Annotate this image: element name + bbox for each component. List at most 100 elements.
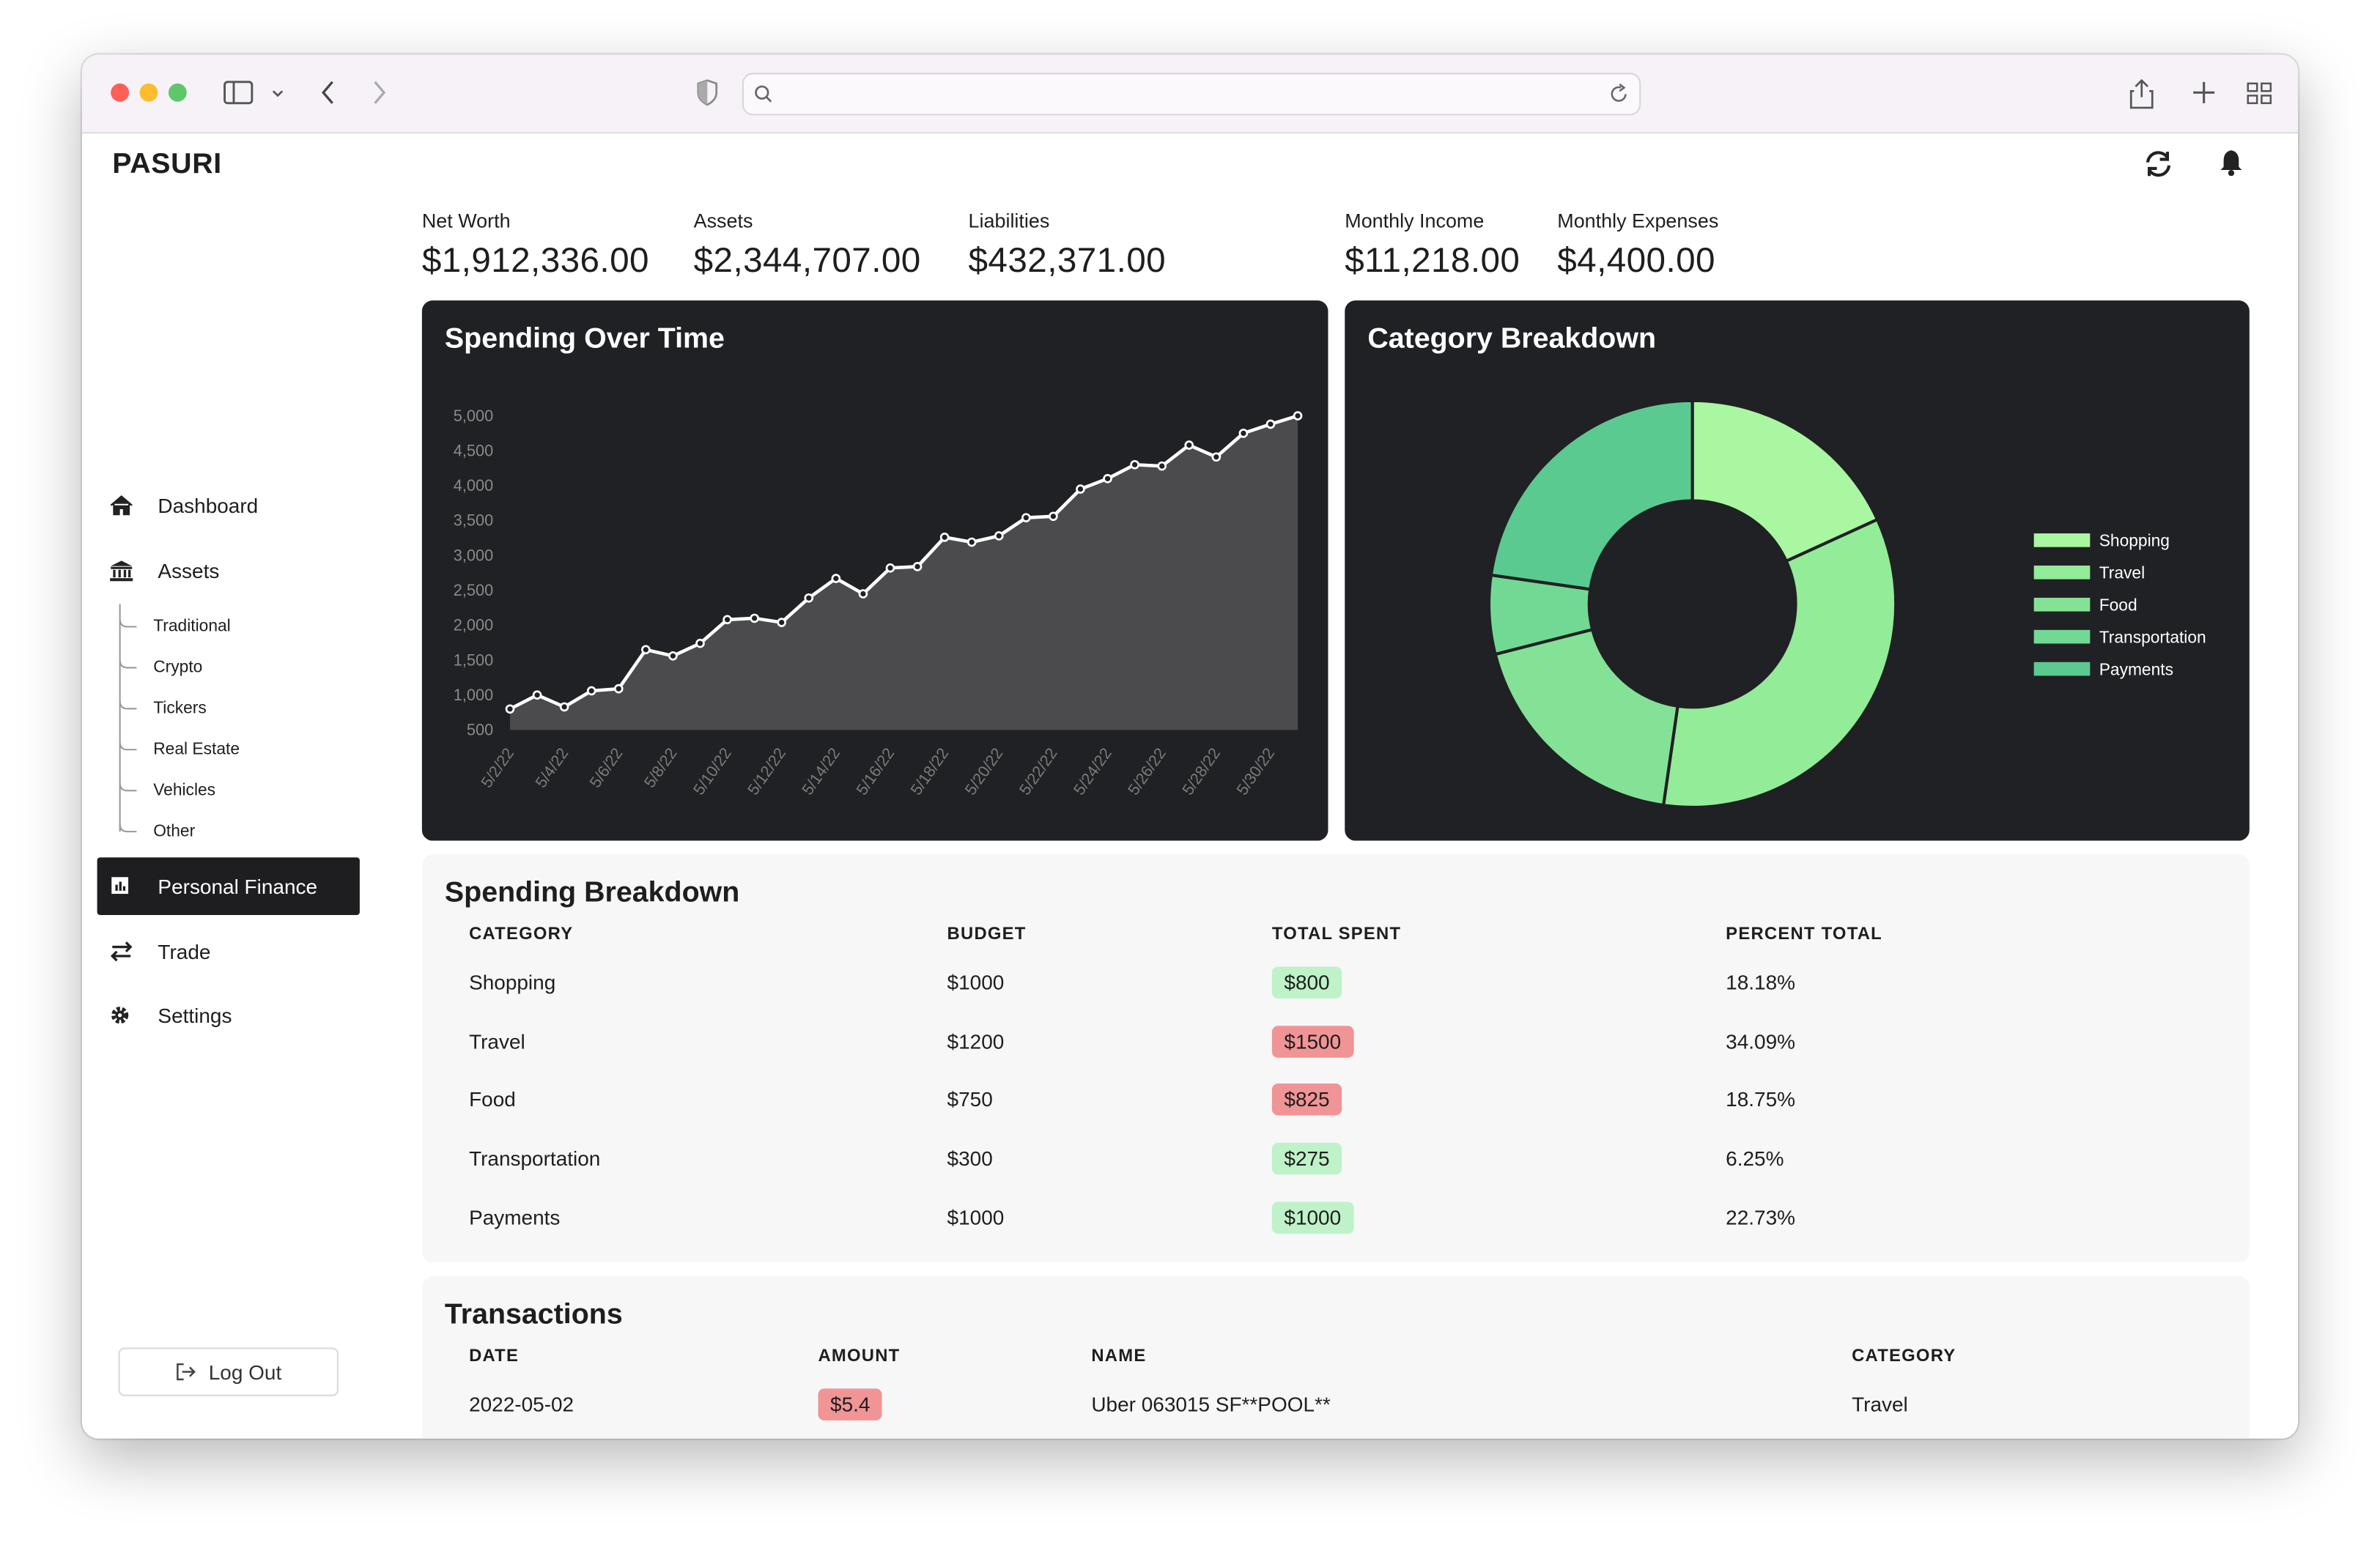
point xyxy=(559,702,569,712)
point xyxy=(1130,459,1139,470)
card-title: Spending Breakdown xyxy=(444,877,740,909)
nav-trade[interactable]: Trade xyxy=(97,922,360,980)
card-title: Transactions xyxy=(444,1299,623,1331)
x-tick-label: 5/8/22 xyxy=(640,744,681,791)
sync-button[interactable] xyxy=(2143,149,2173,179)
x-tick-label: 5/16/22 xyxy=(852,744,898,799)
zoom-button[interactable] xyxy=(168,83,187,102)
minimize-button[interactable] xyxy=(139,83,158,102)
point xyxy=(695,638,705,648)
nav-subitem[interactable]: Vehicles xyxy=(153,781,216,800)
amount-badge: $5.4 xyxy=(818,1388,883,1421)
stat-value: $2,344,707.00 xyxy=(693,240,921,280)
point xyxy=(1238,429,1249,438)
y-tick-label: 1,000 xyxy=(454,686,493,704)
nav-subitem[interactable]: Tickers xyxy=(153,699,207,718)
amount-badge: $800 xyxy=(1271,966,1342,999)
point xyxy=(1021,513,1031,522)
history-buttons[interactable] xyxy=(314,78,396,108)
nav-subitem[interactable]: Other xyxy=(153,822,196,841)
table-cell: Shopping xyxy=(469,971,556,994)
table-cell: $1000 xyxy=(947,971,1005,994)
x-tick-label: 5/14/22 xyxy=(798,744,843,799)
line-chart: 500 1,000 1,500 2,000 2,500 3,000 3,500 4,000 4,… xyxy=(454,407,1303,799)
point xyxy=(1049,511,1058,522)
stat-value: $432,371.00 xyxy=(968,240,1167,280)
point xyxy=(1265,419,1276,429)
point xyxy=(722,615,732,625)
point xyxy=(831,574,841,583)
reload-icon[interactable] xyxy=(1609,83,1630,105)
address-bar[interactable] xyxy=(742,73,1641,116)
point xyxy=(668,651,678,661)
amount-badge: $275 xyxy=(1271,1142,1342,1175)
column-header: CATEGORY xyxy=(1852,1347,1956,1366)
y-tick-label: 3,000 xyxy=(454,546,493,564)
nav-subitem[interactable]: Traditional xyxy=(153,618,231,636)
notifications-button[interactable] xyxy=(2219,149,2243,177)
close-button[interactable] xyxy=(111,83,130,102)
x-tick-label: 5/18/22 xyxy=(906,744,952,799)
column-header: TOTAL SPENT xyxy=(1271,925,1402,944)
nav-assets[interactable]: Assets xyxy=(97,541,360,599)
table-cell: Payments xyxy=(469,1206,561,1229)
nav-label: Trade xyxy=(158,940,211,963)
x-tick-label: 5/20/22 xyxy=(961,744,1007,799)
table-cell: 18.75% xyxy=(1726,1089,1796,1112)
y-tick-label: 2,000 xyxy=(454,616,493,634)
point xyxy=(586,686,596,696)
privacy-icon[interactable] xyxy=(695,79,720,106)
trade-icon xyxy=(110,941,133,962)
table-cell: $300 xyxy=(947,1147,993,1171)
spending-breakdown-card: Spending Breakdown CATEGORY BUDGET TOTAL S… xyxy=(421,854,2250,1263)
x-tick-label: 5/2/22 xyxy=(477,744,517,791)
donut-chart: Shopping Travel Food Transportation Payments xyxy=(1487,399,2206,810)
x-tick-label: 5/12/22 xyxy=(744,744,789,799)
x-tick-label: 5/10/22 xyxy=(690,744,735,799)
nav-label: Personal Finance xyxy=(158,875,318,898)
point xyxy=(804,593,814,603)
legend-label: Shopping xyxy=(2099,531,2170,550)
logout-button[interactable]: Log Out xyxy=(118,1347,339,1396)
sidebar-toggle[interactable] xyxy=(221,76,298,110)
toolbar-buttons[interactable] xyxy=(2125,76,2277,113)
point xyxy=(641,645,651,655)
legend-swatch xyxy=(2033,662,2091,676)
point xyxy=(1293,411,1303,421)
nav-subitem[interactable]: Real Estate xyxy=(153,740,240,759)
donut-slice xyxy=(1493,627,1679,807)
brand[interactable]: PASURI xyxy=(112,148,222,181)
amount-badge: $1000 xyxy=(1271,1201,1353,1234)
y-tick-label: 4,000 xyxy=(454,476,493,495)
title-bar xyxy=(81,54,2299,134)
nav-personal-finance[interactable]: Personal Finance xyxy=(97,857,360,916)
legend-swatch xyxy=(2033,566,2091,579)
table-cell: $1200 xyxy=(947,1029,1005,1053)
nav-subitem[interactable]: Crypto xyxy=(153,658,203,677)
stat-value: $4,400.00 xyxy=(1557,240,1715,280)
table-cell: Food xyxy=(469,1089,516,1112)
table-cell: 18.18% xyxy=(1726,971,1796,994)
column-header: NAME xyxy=(1091,1347,1147,1366)
nav-settings[interactable]: Settings xyxy=(97,986,360,1044)
point xyxy=(994,531,1004,541)
nav-label: Assets xyxy=(158,559,220,582)
x-tick-label: 5/28/22 xyxy=(1178,744,1224,799)
donut-slice xyxy=(1489,399,1694,591)
bank-icon xyxy=(110,560,133,582)
x-tick-label: 5/22/22 xyxy=(1016,744,1061,799)
x-tick-label: 5/4/22 xyxy=(531,744,572,791)
column-header: CATEGORY xyxy=(469,925,574,944)
point xyxy=(505,704,515,714)
home-icon xyxy=(110,495,133,516)
card-title: Category Breakdown xyxy=(1367,323,1656,355)
legend-label: Payments xyxy=(2099,659,2173,678)
point xyxy=(532,690,542,700)
nav-dashboard[interactable]: Dashboard xyxy=(97,476,360,534)
stat-label: Assets xyxy=(693,209,753,232)
nav-label: Dashboard xyxy=(158,494,259,517)
chart-icon xyxy=(111,877,129,895)
line xyxy=(509,414,1298,711)
